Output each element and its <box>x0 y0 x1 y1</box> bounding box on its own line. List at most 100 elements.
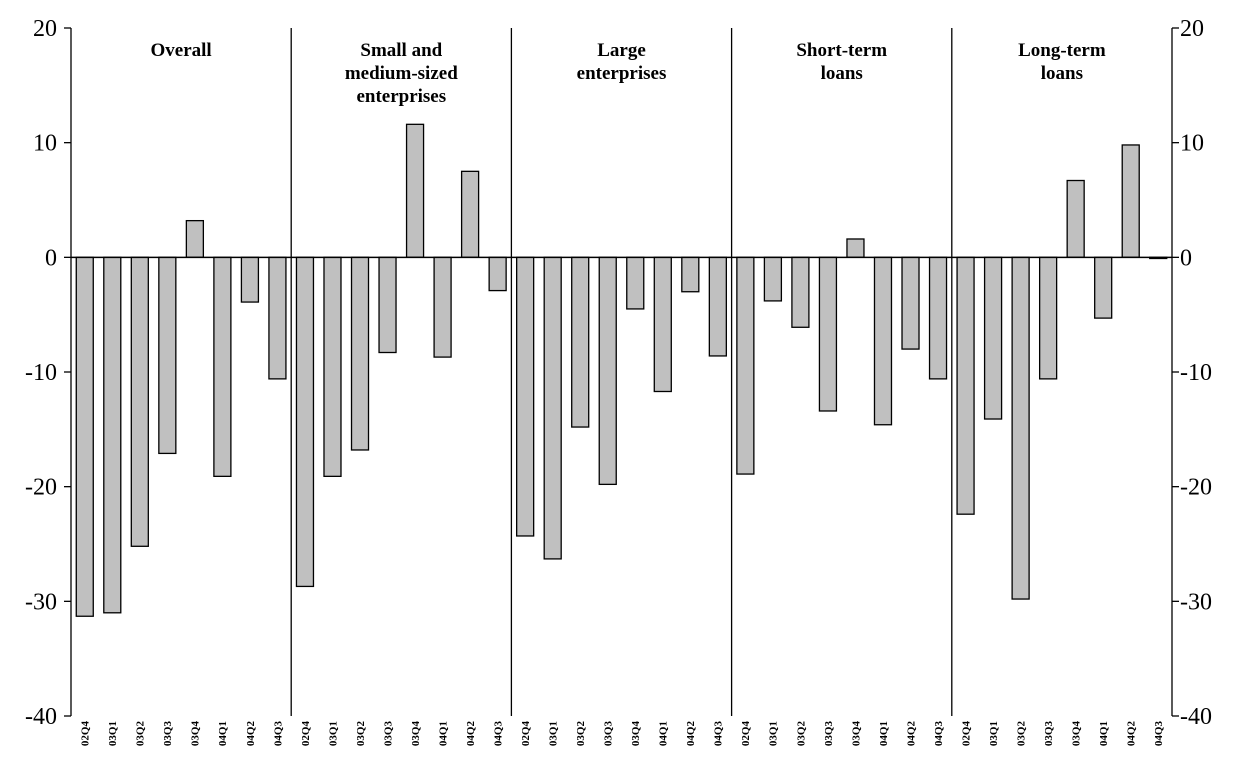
x-tick-label: 03Q3 <box>382 721 394 747</box>
x-tick-label: 04Q3 <box>1153 721 1165 747</box>
bar <box>791 256 810 328</box>
bar <box>681 256 700 293</box>
y-tick-label-right: -20 <box>1180 475 1212 501</box>
bar <box>1121 144 1140 258</box>
x-tick-label: 04Q1 <box>878 721 890 746</box>
y-tick-label-right: 0 <box>1180 245 1192 271</box>
bar <box>983 256 1003 420</box>
panel: Small and medium-sized enterprises 02Q4 03Q1… <box>290 28 507 747</box>
x-tick-label: 03Q1 <box>988 721 1000 746</box>
x-tick-label: 03Q4 <box>850 721 862 747</box>
x-tick-label: 03Q2 <box>575 721 587 747</box>
y-tick-label-left: -20 <box>25 475 57 501</box>
x-tick-label: 04Q2 <box>905 721 917 747</box>
y-tick-label-right: -10 <box>1180 360 1212 386</box>
x-tick-label: 04Q3 <box>492 721 504 747</box>
panel-title-line: medium-sized <box>345 63 458 84</box>
panel: Short-term loans 02Q4 03Q1 03Q2 03Q3 03Q4 04Q1 0… <box>730 28 948 747</box>
bar <box>873 256 893 426</box>
panel-title-line: enterprises <box>577 63 667 84</box>
y-tick-label-right: -40 <box>1180 704 1212 730</box>
x-tick-label: 03Q1 <box>768 721 780 746</box>
y-axis-left: 20 10 0 -10 -20 -30 -40 <box>25 16 71 730</box>
x-tick-label: 03Q2 <box>795 721 807 747</box>
bar <box>460 170 480 258</box>
bar <box>433 256 452 358</box>
bar <box>158 256 177 455</box>
panel: Overall 02Q4 03Q1 03Q2 03Q3 03Q4 04Q1 04Q2 04Q3 <box>75 40 287 747</box>
x-tick-label: 04Q1 <box>437 721 449 746</box>
bar <box>818 256 838 412</box>
panel-title-line: Overall <box>150 40 211 61</box>
x-tick-label: 04Q2 <box>1126 721 1138 747</box>
bar <box>956 256 975 515</box>
bar <box>928 256 948 380</box>
x-tick-label: 02Q4 <box>520 721 532 747</box>
bar <box>240 256 260 303</box>
x-tick-label: 03Q2 <box>135 721 147 747</box>
x-tick-label: 02Q4 <box>80 721 92 747</box>
panel-title-line: enterprises <box>356 86 446 107</box>
bar <box>130 256 149 547</box>
panel-title: Short-term loans <box>796 40 887 84</box>
bar <box>571 256 590 428</box>
panel-title: Long-term loans <box>1018 40 1106 84</box>
y-tick-label-left: 0 <box>45 245 57 271</box>
x-tick-label: 03Q1 <box>327 721 339 746</box>
x-tick-label: 03Q4 <box>1071 721 1083 747</box>
bar <box>543 256 562 560</box>
bar <box>103 256 122 614</box>
bar <box>1094 256 1113 319</box>
y-tick-label-left: -40 <box>25 704 57 730</box>
x-tick-label: 04Q1 <box>1098 721 1110 746</box>
x-tick-label: 04Q1 <box>658 721 670 746</box>
bar <box>295 256 315 588</box>
bar <box>901 256 920 350</box>
x-tick-label: 02Q4 <box>300 721 312 747</box>
panel-title: Overall <box>150 40 211 61</box>
bar <box>378 256 397 354</box>
panel-title: Large enterprises <box>577 40 667 84</box>
plot-frame <box>70 28 1173 716</box>
y-tick-label-left: -10 <box>25 360 57 386</box>
x-tick-label: 04Q1 <box>217 721 229 746</box>
bar <box>1066 179 1085 258</box>
bar <box>708 256 727 357</box>
x-tick-label: 04Q3 <box>713 721 725 747</box>
x-tick-label: 04Q3 <box>933 721 945 747</box>
bar <box>488 256 507 292</box>
bar <box>1038 256 1058 380</box>
x-tick-label: 03Q1 <box>107 721 119 746</box>
x-tick-label: 03Q3 <box>603 721 615 747</box>
x-tick-label: 03Q4 <box>410 721 422 747</box>
bar <box>598 256 617 486</box>
x-tick-label: 03Q3 <box>162 721 174 747</box>
bar <box>323 256 342 477</box>
y-tick-label-right: 10 <box>1180 131 1204 157</box>
bar <box>350 256 370 451</box>
x-tick-label: 03Q2 <box>355 721 367 747</box>
y-tick-label-left: 10 <box>33 131 57 157</box>
bar <box>763 256 783 302</box>
panel-title-line: Large <box>597 40 646 61</box>
y-tick-label-right: 20 <box>1180 16 1204 42</box>
x-tick-label: 02Q4 <box>740 721 752 747</box>
bar <box>846 238 865 258</box>
x-tick-label: 03Q4 <box>190 721 202 747</box>
y-axis-right: 20 10 0 -10 -20 -30 -40 <box>1172 16 1212 730</box>
bar <box>736 256 755 475</box>
bar <box>75 256 94 617</box>
x-tick-label: 02Q4 <box>960 721 972 747</box>
x-tick-label: 03Q4 <box>630 721 642 747</box>
y-tick-label-right: -30 <box>1180 589 1212 615</box>
x-tick-label: 04Q2 <box>685 721 697 747</box>
bar <box>405 123 425 258</box>
x-tick-label: 03Q3 <box>823 721 835 747</box>
x-tick-label: 03Q2 <box>1015 721 1027 747</box>
panel-title-line: Long-term <box>1018 40 1106 61</box>
panel-title-line: Small and <box>360 40 442 61</box>
bar <box>626 256 645 310</box>
x-tick-label: 04Q3 <box>272 721 284 747</box>
bar <box>1011 256 1030 600</box>
